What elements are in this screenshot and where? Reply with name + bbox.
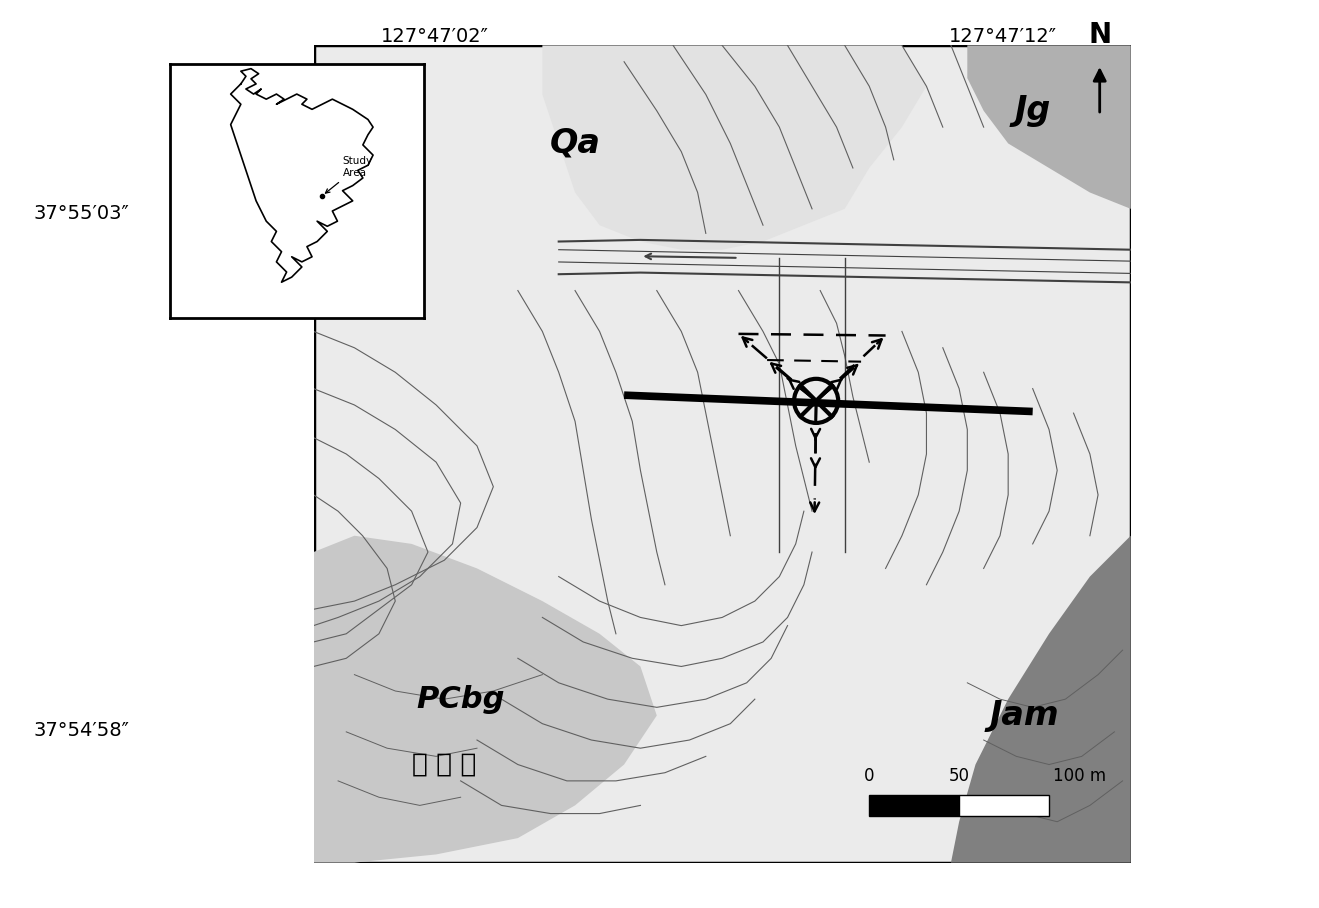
Text: 127°47′02″: 127°47′02″: [381, 27, 489, 46]
Text: 37°55′03″: 37°55′03″: [33, 204, 129, 222]
Bar: [959, 795, 1049, 815]
Polygon shape: [542, 45, 926, 250]
Text: Jg: Jg: [1014, 94, 1051, 127]
Text: Study
Area: Study Area: [326, 156, 373, 193]
Bar: [869, 795, 959, 815]
Text: 127°47′12″: 127°47′12″: [948, 27, 1057, 46]
Text: PCbg: PCbg: [417, 685, 505, 714]
Text: 50: 50: [948, 767, 969, 785]
Text: Qa: Qa: [550, 127, 600, 160]
Text: 37°54′58″: 37°54′58″: [33, 722, 129, 740]
Polygon shape: [951, 536, 1130, 863]
Text: 100 m: 100 m: [1053, 767, 1107, 785]
Polygon shape: [314, 536, 657, 863]
Text: 0: 0: [864, 767, 874, 785]
Text: N: N: [1088, 22, 1112, 49]
Text: 지 내 리: 지 내 리: [412, 752, 476, 777]
Polygon shape: [967, 45, 1130, 209]
Text: Jam: Jam: [989, 699, 1059, 732]
